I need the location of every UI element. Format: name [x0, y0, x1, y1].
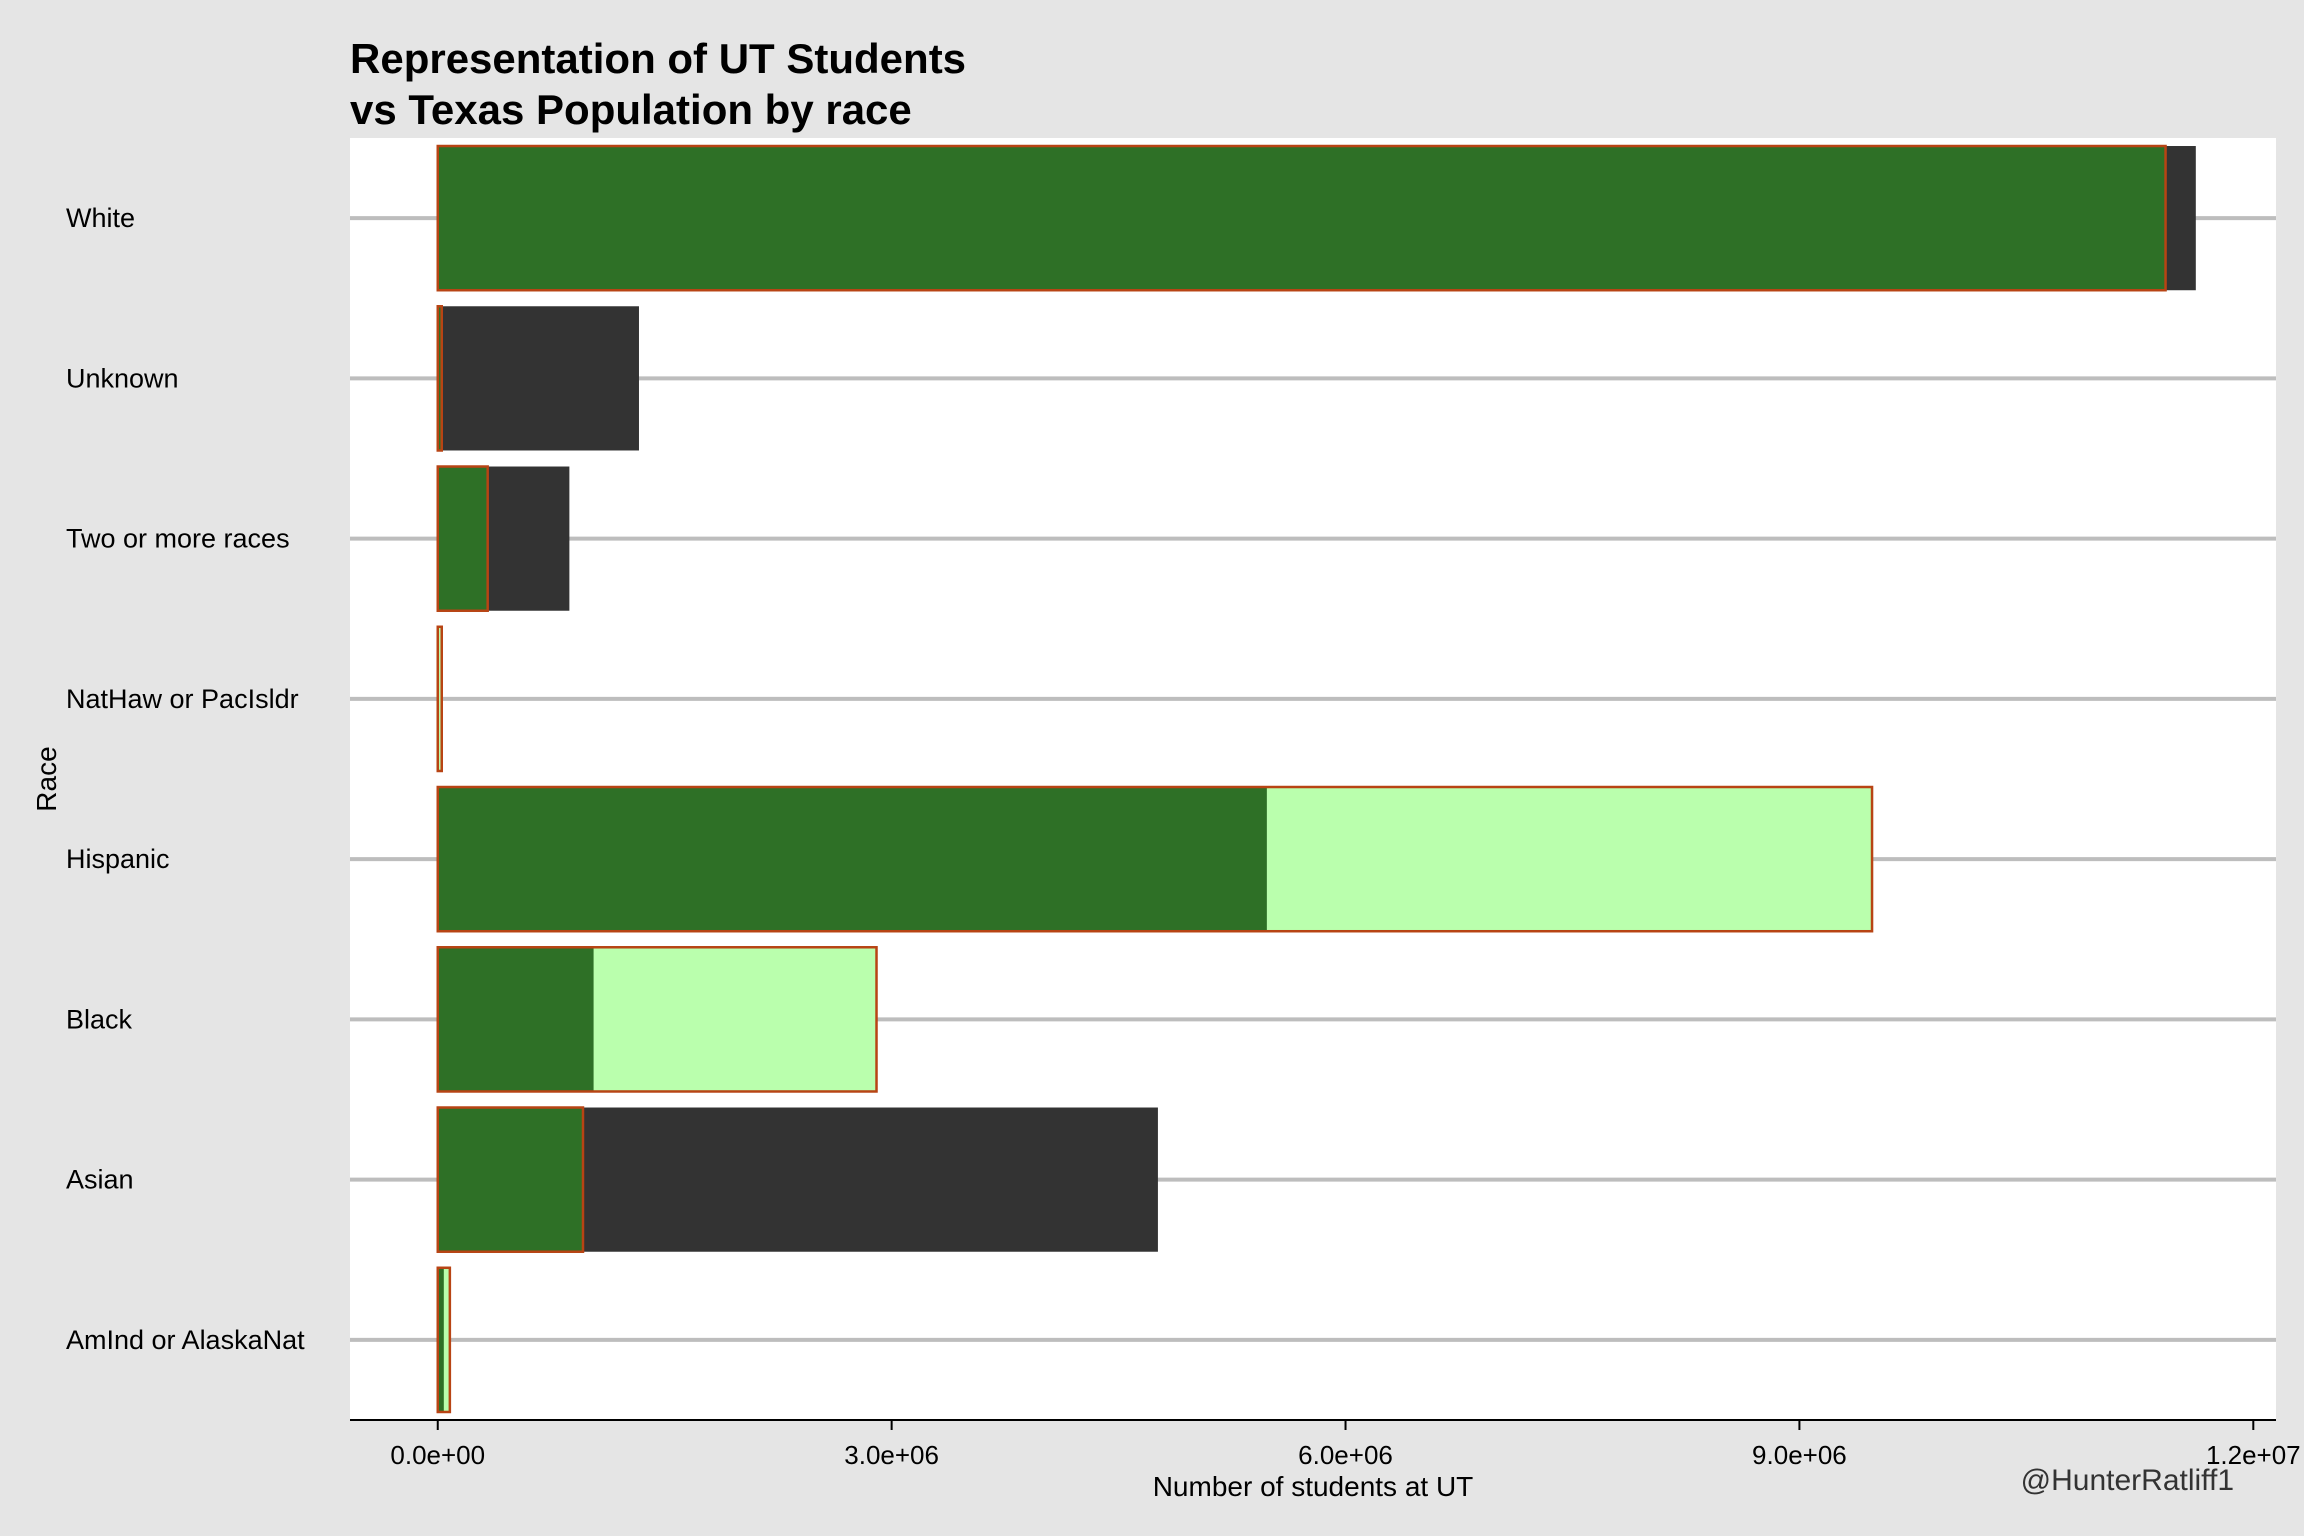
chart-title-line-1: Representation of UT Students: [350, 35, 966, 82]
bar-overlap-black: [437, 947, 594, 1092]
y-axis-title: Race: [31, 746, 62, 811]
bar-overlap-hispanic: [437, 787, 1267, 932]
category-label-hispanic: Hispanic: [66, 844, 170, 874]
bar-overlap-amind-or-alaskanat: [437, 1267, 444, 1412]
chart-title-line-2: vs Texas Population by race: [350, 86, 912, 133]
x-axis-title: Number of students at UT: [1153, 1471, 1474, 1502]
bar-overlap-unknown: [437, 306, 442, 451]
category-label-unknown: Unknown: [66, 363, 179, 393]
bar-overlap-white: [437, 146, 2166, 291]
bar-outline-hispanic: [436, 785, 1874, 933]
bar-outline-white: [436, 144, 2167, 292]
category-label-nathaw-or-pacisldr: NatHaw or PacIsldr: [66, 684, 299, 714]
category-label-asian: Asian: [66, 1165, 134, 1195]
bar-overlap-two-or-more-races: [437, 466, 488, 611]
author-credit: @HunterRatliff1: [2021, 1464, 2234, 1497]
bar-outline-unknown: [436, 305, 444, 452]
x-tick-label: 1.2e+07: [2206, 1440, 2301, 1470]
category-labels: White Unknown Two or more races NatHaw or P…: [66, 203, 305, 1355]
category-label-two-or-more-races: Two or more races: [66, 524, 290, 554]
x-tick-label: 9.0e+06: [1752, 1440, 1847, 1470]
bar-outline-asian: [436, 1106, 585, 1253]
x-tick-label: 3.0e+06: [844, 1440, 939, 1470]
bar-overlap-asian: [437, 1107, 583, 1252]
category-label-amind-or-alaskanat: AmInd or AlaskaNat: [66, 1325, 305, 1355]
category-label-white: White: [66, 203, 135, 233]
bar-outline-amind-or-alaskanat: [436, 1266, 452, 1414]
x-axis-ticks: 0.0e+00 3.0e+06 6.0e+06 9.0e+06 1.2e+07: [390, 1420, 2301, 1470]
bar-outline-black: [436, 946, 878, 1093]
bar-dark-unknown: [437, 306, 639, 451]
x-tick-label: 0.0e+00: [390, 1440, 485, 1470]
bar-outline-nathaw-or-pacisldr: [436, 625, 444, 773]
bars: [436, 144, 2196, 1414]
category-label-black: Black: [66, 1004, 133, 1034]
bar-light-nathaw-or-pacisldr: [437, 626, 442, 771]
bar-outline-two-or-more-races: [436, 465, 489, 612]
x-tick-label: 6.0e+06: [1298, 1440, 1393, 1470]
